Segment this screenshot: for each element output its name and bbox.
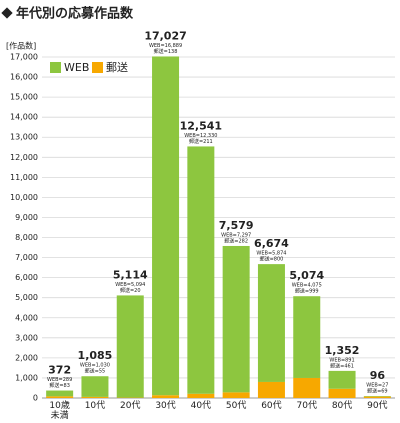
y-tick-label: 13,000 bbox=[10, 133, 38, 142]
value-label: WEB=5,094 bbox=[115, 282, 145, 288]
bar-segment bbox=[46, 396, 74, 398]
bar-segment bbox=[363, 396, 391, 397]
x-tick-label: 80代 bbox=[331, 401, 353, 411]
value-label: 郵送=69 bbox=[367, 388, 388, 395]
bar-segment bbox=[81, 396, 109, 398]
y-tick-label: 12,000 bbox=[10, 153, 38, 162]
total-label: 5,074 bbox=[289, 269, 324, 282]
y-tick-label: 6,000 bbox=[15, 273, 38, 282]
bar-segment bbox=[257, 264, 285, 382]
y-tick-label: 9,000 bbox=[15, 213, 38, 222]
total-label: 372 bbox=[48, 364, 71, 377]
value-label: 郵送=55 bbox=[85, 368, 106, 375]
legend-swatch bbox=[92, 62, 103, 73]
bar-segment bbox=[222, 392, 250, 398]
value-label: WEB=891 bbox=[329, 357, 354, 363]
value-label: WEB=16,889 bbox=[149, 43, 182, 49]
bar-segment bbox=[152, 56, 180, 396]
y-tick-label: 17,000 bbox=[10, 53, 38, 62]
x-tick-label: 40代 bbox=[190, 401, 212, 411]
bar-segment bbox=[293, 377, 321, 398]
bar-segment bbox=[222, 245, 250, 393]
y-tick-label: 7,000 bbox=[15, 253, 38, 262]
bar-segment bbox=[328, 388, 356, 398]
x-tick-label: 90代 bbox=[367, 401, 388, 411]
y-tick-label: 14,000 bbox=[10, 113, 38, 122]
chart-title: 年代別の応募作品数 bbox=[16, 6, 134, 22]
bar-segment bbox=[46, 390, 74, 397]
y-tick-label: 11,000 bbox=[10, 173, 38, 182]
bar-segment bbox=[152, 395, 180, 398]
x-tick-label: 50代 bbox=[225, 401, 247, 411]
x-tick-label: 30代 bbox=[155, 401, 176, 411]
value-label: 郵送=461 bbox=[330, 362, 354, 369]
bar-segment bbox=[257, 381, 285, 398]
value-label: 郵送=20 bbox=[120, 287, 141, 294]
value-label: WEB=5,874 bbox=[256, 251, 286, 257]
value-label: 郵送=800 bbox=[260, 256, 284, 263]
y-tick-label: 3,000 bbox=[15, 333, 38, 342]
total-label: 1,085 bbox=[78, 349, 113, 362]
y-tick-label: 10,000 bbox=[10, 193, 38, 202]
total-label: 17,027 bbox=[144, 29, 186, 42]
value-label: 郵送=83 bbox=[49, 382, 70, 389]
value-label: 郵送=138 bbox=[154, 48, 178, 55]
legend-label: WEB bbox=[64, 61, 89, 74]
total-label: 96 bbox=[370, 369, 386, 382]
y-tick-label: 16,000 bbox=[10, 73, 38, 82]
x-tick-label: 70代 bbox=[296, 401, 317, 411]
x-tick-label: 20代 bbox=[120, 401, 141, 411]
total-label: 6,674 bbox=[254, 237, 289, 250]
value-label: 郵送=999 bbox=[295, 288, 319, 295]
y-tick-label: 5,000 bbox=[15, 293, 38, 302]
bar-segment bbox=[363, 396, 391, 398]
legend-swatch bbox=[50, 62, 61, 73]
total-label: 5,114 bbox=[113, 268, 148, 281]
value-label: 郵送=282 bbox=[224, 237, 248, 244]
value-label: WEB=1,030 bbox=[80, 363, 110, 369]
value-label: WEB=12,330 bbox=[184, 133, 217, 139]
y-tick-label: 1,000 bbox=[15, 373, 38, 382]
y-tick-label: 15,000 bbox=[10, 93, 38, 102]
y-tick-label: 0 bbox=[33, 394, 38, 403]
y-tick-label: 8,000 bbox=[15, 233, 38, 242]
legend-label: 郵送 bbox=[106, 60, 128, 74]
total-label: 7,579 bbox=[219, 219, 254, 232]
value-label: WEB=7,297 bbox=[221, 232, 251, 238]
x-tick-label: 10歳 未満 bbox=[49, 401, 70, 421]
bar-segment bbox=[81, 376, 109, 397]
value-label: WEB=27 bbox=[366, 383, 388, 389]
total-label: 12,541 bbox=[180, 119, 222, 132]
value-label: 郵送=211 bbox=[189, 138, 213, 145]
y-tick-label: 4,000 bbox=[15, 313, 38, 322]
x-tick-label: 60代 bbox=[261, 401, 282, 411]
total-label: 1,352 bbox=[325, 344, 360, 357]
bar-segment bbox=[187, 393, 215, 398]
bar-segment bbox=[116, 295, 144, 398]
value-label: WEB=289 bbox=[47, 377, 72, 383]
bar-segment bbox=[293, 296, 321, 378]
y-axis-label: [作品数] bbox=[6, 41, 36, 51]
bar-segment bbox=[187, 146, 215, 394]
bar-segment bbox=[328, 370, 356, 389]
y-tick-label: 2,000 bbox=[15, 353, 38, 362]
title-icon bbox=[1, 7, 13, 19]
x-tick-label: 10代 bbox=[84, 401, 106, 411]
value-label: WEB=4,075 bbox=[292, 283, 322, 289]
